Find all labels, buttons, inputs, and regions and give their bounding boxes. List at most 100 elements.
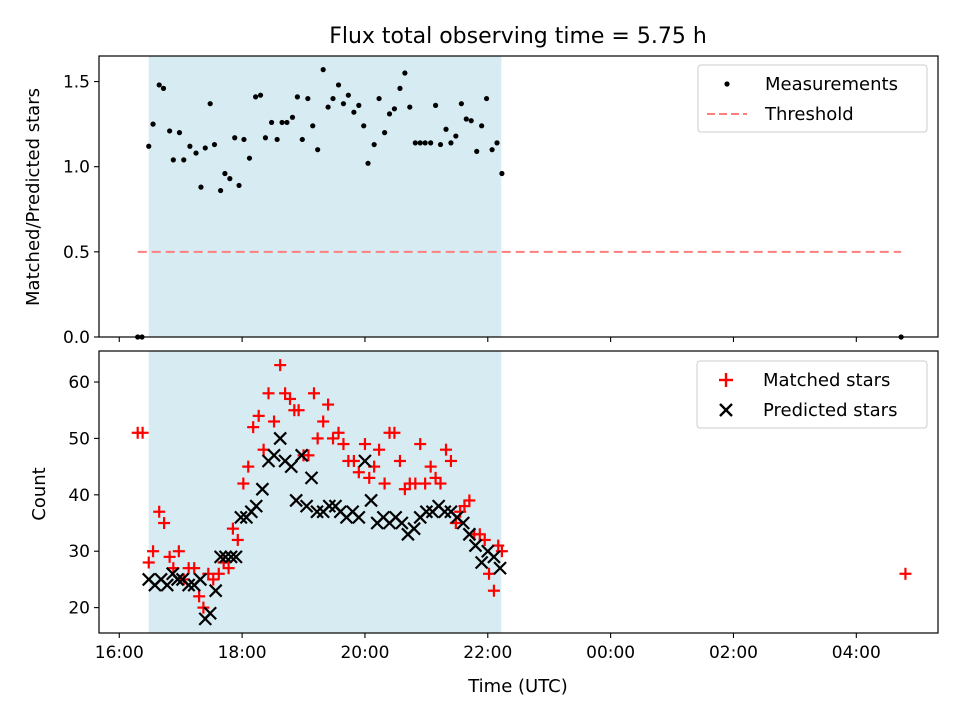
- predicted-star-point-b: [208, 583, 223, 598]
- predicted-star-point: [322, 499, 337, 513]
- measurement-point: [479, 123, 485, 129]
- matched-star-point: [414, 438, 427, 451]
- measurement-point: [241, 136, 247, 143]
- predicted-star-point: [438, 504, 452, 519]
- measurement-point: [412, 140, 418, 146]
- measurement-point: [458, 101, 464, 107]
- predicted-star-point-b: [203, 606, 217, 621]
- measurement-point: [437, 141, 444, 148]
- matched-star-point: [292, 404, 305, 417]
- matched-star-point: [237, 477, 250, 490]
- predicted-star-point: [249, 499, 264, 513]
- x-tick-label: 22:00: [463, 643, 512, 663]
- matched-star-point: [268, 415, 281, 428]
- measurement-point: [494, 140, 500, 146]
- matched-star-point: [262, 387, 275, 400]
- measurements-legend-marker: [724, 81, 730, 87]
- top-shaded-region: [148, 56, 502, 337]
- matched-star-point: [378, 477, 391, 490]
- measurement-point: [279, 119, 285, 126]
- predicted-star-point-b: [310, 504, 324, 519]
- bottom-legend: Matched stars Predicted stars: [696, 360, 928, 429]
- measurement-point: [448, 140, 454, 146]
- predicted-star-point: [419, 504, 434, 519]
- measurement-point: [386, 111, 393, 117]
- matched-star-point: [483, 567, 496, 580]
- matched-star-point: [172, 545, 185, 558]
- predicted-star-point-b: [456, 516, 470, 530]
- predicted-star-point: [364, 493, 378, 508]
- measurement-point: [499, 170, 505, 177]
- top-series-group: [135, 67, 904, 340]
- x-tick-label: 20:00: [340, 643, 389, 663]
- measurement-point: [294, 94, 300, 100]
- predicted-star-point-b: [395, 516, 409, 530]
- measurement-point: [187, 143, 193, 149]
- top-plot-frame: [98, 55, 939, 338]
- predicted-star-point: [284, 459, 299, 474]
- matched-star-point: [337, 438, 350, 451]
- predicted-star-point-b: [419, 504, 434, 519]
- measurement-point: [351, 109, 357, 115]
- measurement-point: [376, 95, 382, 102]
- measurement-point: [310, 123, 316, 129]
- predicted-star-point: [224, 550, 238, 564]
- measurement-point: [284, 119, 290, 126]
- predicted-stars-legend-label: Predicted stars: [763, 400, 897, 421]
- measurement-point: [305, 95, 311, 102]
- predicted-star-point: [289, 493, 303, 508]
- top-y-tick-label: 1.5: [63, 73, 90, 93]
- predicted-star-point: [456, 516, 470, 530]
- measurement-point: [320, 67, 326, 73]
- predicted-star-point: [255, 482, 270, 496]
- x-tick-label: 02:00: [709, 643, 758, 663]
- bottom-y-tick-label: 20: [68, 599, 90, 619]
- predicted-star-point: [493, 561, 507, 575]
- measurement-point: [268, 119, 275, 126]
- matched-star-point: [322, 398, 335, 411]
- matched-star-point: [231, 533, 244, 546]
- predicted-star-point-b: [322, 499, 337, 513]
- measurement-point: [170, 157, 176, 163]
- measurement-point: [397, 85, 403, 91]
- predicted-star-point: [294, 448, 309, 463]
- measurement-point: [274, 136, 280, 143]
- matched-star-point: [388, 426, 401, 439]
- measurement-point: [222, 170, 228, 177]
- predicted-star-point-b: [224, 550, 238, 564]
- matched-star-point: [302, 449, 315, 462]
- predicted-star-point-b: [229, 550, 243, 564]
- measurement-point: [193, 150, 199, 156]
- bottom-legend-frame: [696, 360, 928, 429]
- measurement-point: [156, 82, 162, 88]
- matched-star-point: [311, 432, 324, 445]
- matched-star-point: [252, 409, 265, 422]
- predicted-star-point-b: [487, 550, 501, 564]
- measurement-point: [489, 147, 495, 153]
- predicted-star-point-b: [468, 538, 483, 553]
- top-panel: Flux total observing time = 5.75 h 0.00.…: [23, 24, 939, 348]
- bottom-y-tick-label: 50: [68, 429, 90, 449]
- x-tick-label: 18:00: [218, 643, 267, 663]
- measurement-point: [365, 160, 371, 166]
- matched-star-point: [487, 584, 500, 597]
- measurement-point: [356, 102, 362, 108]
- matched-star-point: [188, 562, 201, 575]
- matched-star-point: [257, 443, 270, 456]
- measurement-point: [382, 130, 388, 136]
- top-y-tick-label: 1.0: [63, 158, 90, 178]
- measurement-point: [468, 118, 474, 124]
- top-axes-group: 0.0 0.5 1.0 1.5: [63, 73, 857, 348]
- top-legend-frame: [697, 64, 928, 133]
- matched-star-point: [222, 562, 235, 575]
- matched-star-point: [317, 415, 330, 428]
- measurement-point: [432, 102, 439, 108]
- predicted-star-point-b: [218, 550, 233, 564]
- measurement-point: [417, 140, 423, 146]
- measurement-point: [453, 133, 459, 139]
- predicted-star-point-b: [358, 454, 372, 468]
- matched-star-point: [142, 556, 155, 569]
- measurement-point: [361, 123, 367, 129]
- predicted-star-point: [299, 499, 314, 513]
- matched-star-point: [347, 454, 360, 467]
